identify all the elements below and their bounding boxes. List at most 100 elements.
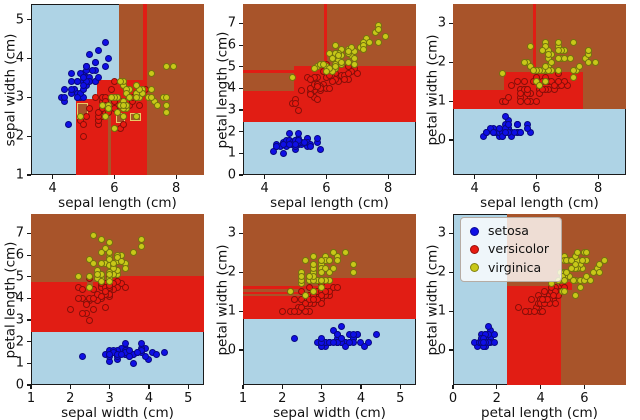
x-tick-label: 5: [396, 391, 405, 406]
y-tick-mark: [27, 174, 31, 176]
legend-item-virginica: virginica: [470, 260, 549, 275]
y-tick-label: 6: [15, 247, 24, 263]
data-point-setosa: [67, 70, 75, 78]
data-point-versicolor: [298, 296, 306, 303]
data-point-virginica: [542, 62, 550, 70]
data-point-versicolor: [278, 307, 286, 315]
data-point-versicolor: [532, 97, 540, 105]
data-point-versicolor: [523, 86, 531, 93]
data-point-setosa: [316, 145, 324, 153]
data-point-setosa: [73, 93, 81, 101]
x-tick-label: 8: [172, 181, 181, 196]
data-point-setosa: [514, 120, 522, 128]
data-point-virginica: [576, 62, 584, 70]
y-tick-label: 2: [437, 54, 446, 70]
data-point-versicolor: [74, 294, 82, 302]
data-point-versicolor: [539, 296, 547, 303]
subplot-sepal-petal-plot-area: [243, 4, 416, 175]
x-tick-label: 3: [317, 391, 326, 406]
y-tick-label: 3: [15, 312, 24, 328]
y-tick-label: 2: [227, 264, 236, 280]
data-point-virginica: [74, 273, 82, 281]
data-point-versicolor: [292, 100, 300, 108]
data-point-virginica: [90, 232, 98, 240]
y-tick-mark: [449, 100, 453, 102]
data-point-virginica: [126, 93, 134, 101]
y-axis-label: sepal width (cm): [2, 33, 19, 146]
y-tick-label: 1: [15, 355, 24, 371]
y-axis-label: petal width (cm): [424, 243, 441, 356]
data-point-versicolor: [313, 95, 321, 103]
data-point-virginica: [302, 257, 310, 265]
x-tick-mark: [496, 385, 498, 389]
data-point-virginica: [561, 288, 569, 296]
data-point-virginica: [318, 276, 326, 284]
data-point-setosa: [279, 141, 287, 149]
data-point-virginica: [329, 249, 337, 257]
y-tick-mark: [449, 22, 453, 25]
data-point-setosa: [133, 349, 141, 357]
data-point-versicolor: [78, 310, 86, 318]
data-point-virginica: [318, 257, 326, 265]
data-point-virginica: [102, 245, 110, 253]
x-tick-label: 4: [144, 391, 154, 406]
data-point-virginica: [163, 93, 171, 101]
data-point-virginica: [86, 255, 94, 263]
data-point-setosa: [361, 342, 369, 350]
data-point-versicolor: [298, 87, 306, 95]
data-point-setosa: [279, 149, 287, 157]
data-point-virginica: [587, 276, 595, 284]
y-tick-label: 0: [227, 167, 236, 183]
data-point-virginica: [596, 261, 604, 269]
data-point-virginica: [332, 41, 340, 49]
y-tick-mark: [27, 96, 31, 98]
data-point-virginica: [375, 39, 383, 47]
data-point-versicolor: [552, 299, 560, 307]
data-point-virginica: [536, 82, 543, 90]
data-point-virginica: [583, 272, 591, 280]
data-point-setosa: [329, 327, 337, 335]
decision-region-versicolor: [243, 285, 320, 289]
y-tick-label: 0: [15, 377, 24, 393]
data-point-virginica: [349, 261, 357, 269]
data-point-setosa: [78, 353, 86, 361]
data-point-virginica: [90, 260, 98, 268]
y-tick-mark: [239, 152, 243, 155]
y-tick-mark: [449, 271, 453, 273]
x-axis-label: sepal length (cm): [270, 195, 389, 211]
x-tick-label: 4: [470, 181, 479, 196]
data-point-virginica: [338, 58, 346, 66]
x-tick-mark: [281, 385, 283, 389]
data-point-virginica: [98, 260, 106, 268]
x-tick-mark: [148, 385, 150, 389]
legend-marker-setosa-icon: [470, 226, 479, 236]
data-point-setosa: [64, 120, 72, 128]
data-point-virginica: [319, 61, 327, 69]
data-point-versicolor: [515, 303, 523, 311]
y-tick-label: 2: [15, 334, 24, 350]
data-point-setosa: [92, 58, 100, 66]
y-tick-mark: [27, 18, 31, 21]
x-tick-label: 4: [48, 181, 57, 196]
data-point-versicolor: [318, 292, 326, 300]
legend-label: setosa: [488, 223, 529, 238]
data-point-setosa: [329, 338, 337, 346]
data-point-virginica: [306, 272, 314, 280]
data-point-setosa: [307, 143, 315, 151]
data-point-versicolor: [326, 84, 333, 92]
data-point-setosa: [349, 330, 357, 338]
y-tick-label: 3: [437, 225, 446, 241]
data-point-virginica: [318, 268, 326, 276]
y-tick-mark: [239, 232, 243, 235]
x-tick-mark: [175, 175, 177, 179]
data-point-virginica: [545, 51, 553, 59]
y-tick-mark: [27, 232, 31, 235]
data-point-virginica: [375, 26, 383, 34]
data-point-versicolor: [333, 284, 341, 292]
data-point-setosa: [333, 330, 341, 338]
y-tick-mark: [239, 131, 243, 133]
y-tick-mark: [27, 384, 31, 386]
data-point-virginica: [121, 264, 129, 272]
data-point-versicolor: [295, 106, 303, 114]
y-tick-label: 3: [437, 15, 446, 31]
